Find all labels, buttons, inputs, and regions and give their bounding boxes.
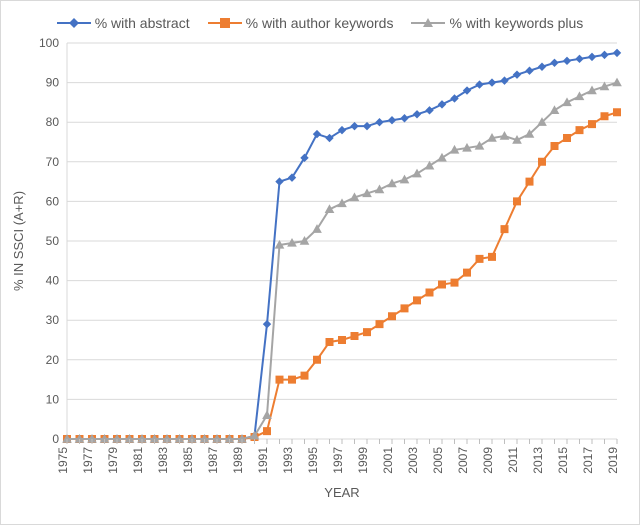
svg-text:40: 40 <box>46 274 60 288</box>
svg-text:2001: 2001 <box>381 447 395 474</box>
svg-text:2013: 2013 <box>531 447 545 474</box>
legend-swatch-abstract <box>57 16 91 30</box>
svg-text:60: 60 <box>46 194 60 208</box>
svg-text:1993: 1993 <box>281 447 295 474</box>
svg-text:1995: 1995 <box>306 447 320 474</box>
svg-text:2007: 2007 <box>456 447 470 474</box>
svg-text:70: 70 <box>46 155 60 169</box>
gridlines <box>67 43 617 439</box>
legend-item-author-keywords: % with author keywords <box>208 15 394 31</box>
y-axis-title: % IN SSCI (A+R) <box>11 191 26 291</box>
svg-text:1997: 1997 <box>331 447 345 474</box>
legend-swatch-author-keywords <box>208 16 242 30</box>
svg-text:2005: 2005 <box>431 447 445 474</box>
svg-text:2003: 2003 <box>406 447 420 474</box>
x-ticks: 1975 1977 1979 1981 1983 1985 1987 1989 1991 1993… <box>56 439 620 474</box>
svg-text:30: 30 <box>46 313 60 327</box>
svg-text:1975: 1975 <box>56 447 70 474</box>
svg-text:2009: 2009 <box>481 447 495 474</box>
svg-text:1983: 1983 <box>156 447 170 474</box>
svg-text:20: 20 <box>46 353 60 367</box>
legend-label: % with author keywords <box>246 15 394 31</box>
legend-item-keywords-plus: % with keywords plus <box>411 15 583 31</box>
svg-text:90: 90 <box>46 76 60 90</box>
svg-text:100: 100 <box>39 37 59 50</box>
svg-text:1977: 1977 <box>81 447 95 474</box>
svg-text:1999: 1999 <box>356 447 370 474</box>
svg-text:2015: 2015 <box>556 447 570 474</box>
legend-item-abstract: % with abstract <box>57 15 190 31</box>
svg-text:80: 80 <box>46 115 60 129</box>
y-ticks: 0 10 20 30 40 50 60 70 80 90 100 <box>39 37 59 446</box>
svg-text:1987: 1987 <box>206 447 220 474</box>
svg-text:0: 0 <box>52 432 59 446</box>
chart-container: % with abstract % with author keywords %… <box>0 0 640 525</box>
legend-label: % with keywords plus <box>449 15 583 31</box>
svg-text:1979: 1979 <box>106 447 120 474</box>
svg-text:10: 10 <box>46 392 60 406</box>
svg-text:1991: 1991 <box>256 447 270 474</box>
svg-text:2019: 2019 <box>606 447 620 474</box>
svg-text:1985: 1985 <box>181 447 195 474</box>
plot-svg: 1975 1977 1979 1981 1983 1985 1987 1989 1991 1993… <box>1 37 640 526</box>
svg-text:2017: 2017 <box>581 447 595 474</box>
svg-text:1981: 1981 <box>131 447 145 474</box>
series-group <box>63 49 621 442</box>
legend: % with abstract % with author keywords %… <box>1 1 639 37</box>
svg-text:2011: 2011 <box>506 447 520 473</box>
svg-text:1989: 1989 <box>231 447 245 474</box>
x-axis-title: YEAR <box>324 485 359 500</box>
legend-label: % with abstract <box>95 15 190 31</box>
svg-text:50: 50 <box>46 234 60 248</box>
legend-swatch-keywords-plus <box>411 16 445 30</box>
